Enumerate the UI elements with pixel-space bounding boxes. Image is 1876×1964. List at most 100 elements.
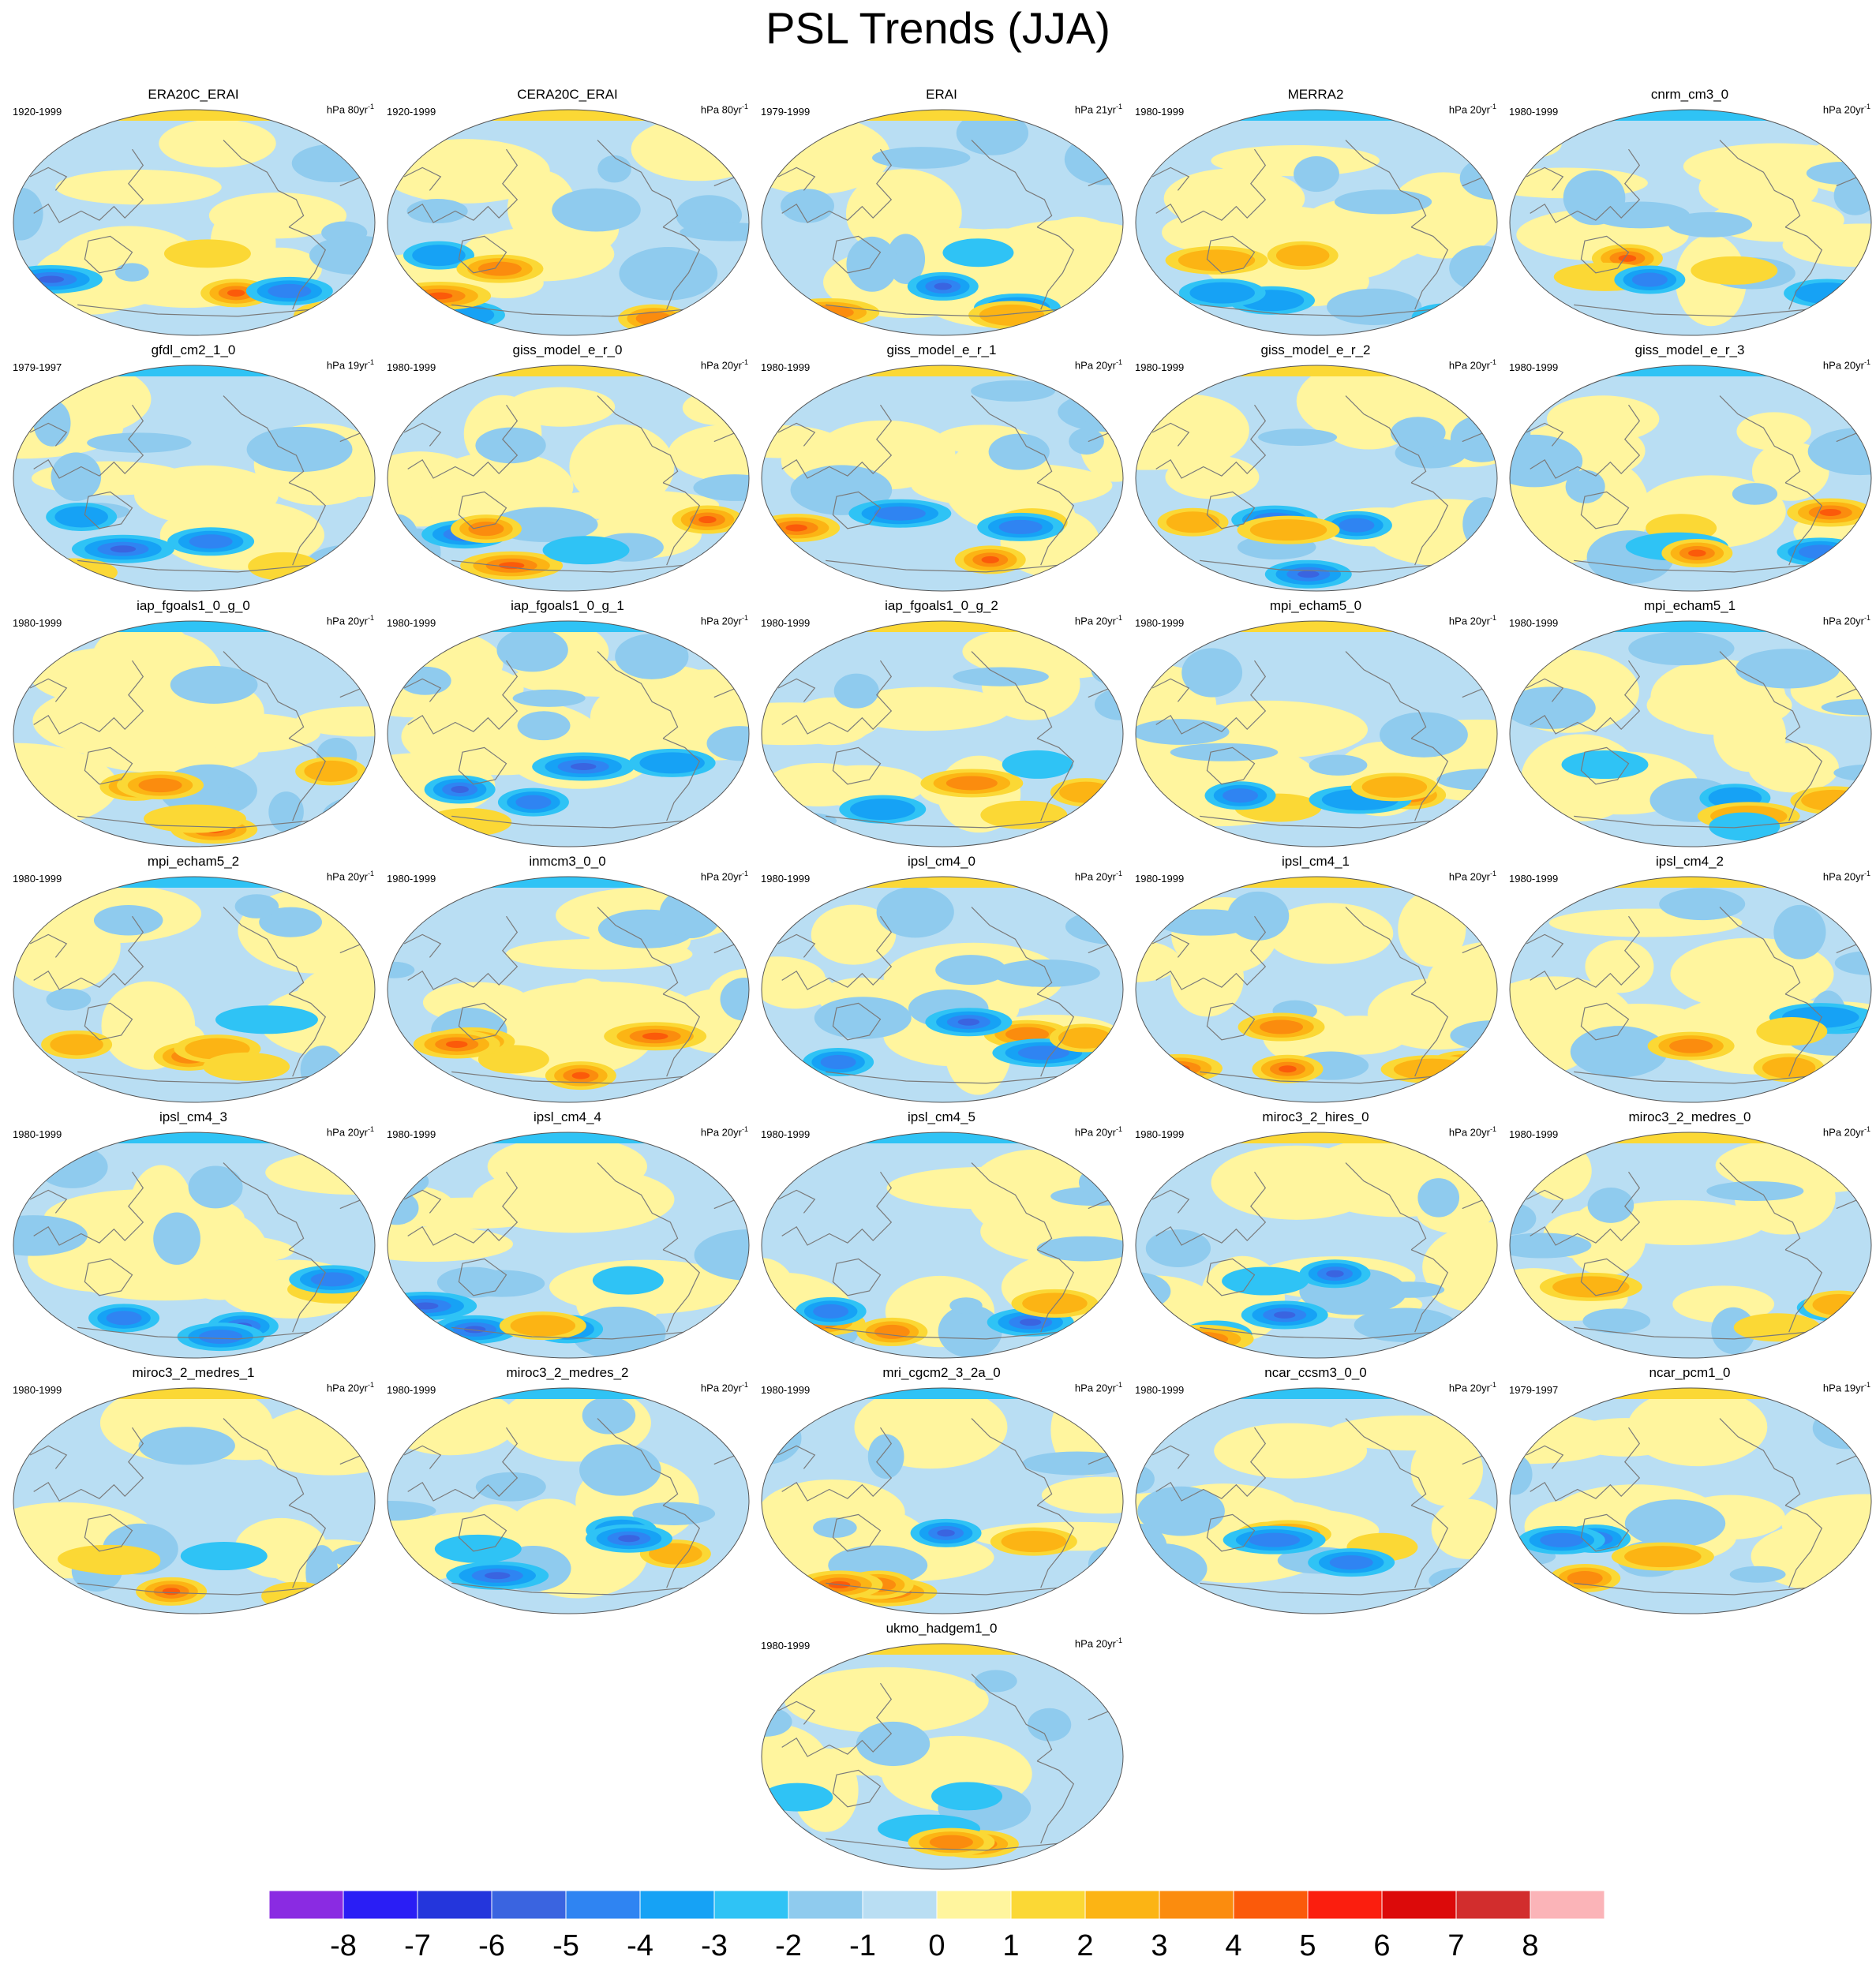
panel-title: ERAI — [926, 87, 957, 102]
units-span: 20 — [347, 1382, 360, 1394]
units-prefix: hPa — [326, 870, 348, 883]
panel-title: ncar_ccsm3_0_0 — [1264, 1365, 1367, 1380]
panel-title: ipsl_cm4_5 — [908, 1109, 975, 1124]
panel-units: hPa 20yr-1 — [327, 1381, 374, 1394]
panel-units: hPa 20yr-1 — [701, 614, 748, 627]
panel-period: 1980-1999 — [387, 617, 436, 629]
units-span: 20 — [1470, 359, 1482, 372]
units-prefix: hPa — [326, 1126, 348, 1139]
units-suffix: yr — [1481, 359, 1490, 372]
map-outline — [1509, 1132, 1872, 1359]
panel-title: MERRA2 — [1287, 87, 1344, 102]
map-outline — [1509, 365, 1872, 592]
units-prefix: hPa — [1448, 1126, 1470, 1139]
units-suffix: yr — [359, 615, 368, 627]
units-suffix: yr — [733, 615, 742, 627]
panel-title: gfdl_cm2_1_0 — [151, 342, 236, 357]
trend-map — [387, 109, 750, 336]
units-prefix: hPa — [700, 1382, 722, 1394]
panel-period: 1980-1999 — [761, 361, 811, 373]
colorbar-tick-label: -4 — [627, 1929, 653, 1962]
units-span: 20 — [1470, 1126, 1482, 1139]
map-panel: miroc3_2_hires_0 1980-1999 hPa 20yr-1 — [1129, 1109, 1503, 1360]
units-prefix: hPa — [1074, 1382, 1096, 1394]
trend-map — [1509, 1387, 1872, 1614]
panel-units: hPa 20yr-1 — [1075, 1125, 1122, 1138]
units-exponent: -1 — [741, 1381, 748, 1389]
map-outline — [1135, 1387, 1498, 1614]
units-exponent: -1 — [741, 358, 748, 366]
units-suffix: yr — [359, 359, 368, 372]
trend-map — [13, 876, 376, 1103]
panel-title: ipsl_cm4_3 — [159, 1109, 227, 1124]
panel-period: 1980-1999 — [387, 1128, 436, 1140]
units-span: 19 — [1844, 1382, 1856, 1394]
units-suffix: yr — [1481, 103, 1490, 116]
panel-units: hPa 20yr-1 — [701, 1125, 748, 1138]
trend-map — [761, 620, 1124, 847]
map-outline — [13, 109, 376, 336]
units-suffix: yr — [733, 359, 742, 372]
map-panel: ERA20C_ERAI 1920-1999 hPa 80yr-1 — [6, 87, 380, 338]
units-suffix: yr — [1855, 103, 1864, 116]
colorbar-tick-label: -1 — [849, 1929, 876, 1962]
panel-title: ukmo_hadgem1_0 — [886, 1621, 998, 1636]
panel-units: hPa 19yr-1 — [1823, 1381, 1870, 1394]
units-span: 20 — [721, 359, 734, 372]
units-suffix: yr — [733, 870, 742, 883]
units-span: 20 — [1095, 1382, 1108, 1394]
units-span: 20 — [1095, 359, 1108, 372]
units-exponent: -1 — [1863, 358, 1870, 366]
panel-period: 1980-1999 — [761, 1128, 811, 1140]
map-outline — [387, 109, 750, 336]
map-outline — [761, 365, 1124, 592]
units-span: 21 — [1095, 103, 1108, 116]
units-span: 20 — [1095, 1126, 1108, 1139]
map-panel: ipsl_cm4_0 1980-1999 hPa 20yr-1 — [755, 854, 1129, 1105]
colorbar-swatch — [269, 1891, 344, 1920]
units-suffix: yr — [1481, 870, 1490, 883]
panel-units: hPa 20yr-1 — [1075, 614, 1122, 627]
units-exponent: -1 — [367, 870, 374, 877]
panel-title: miroc3_2_medres_0 — [1628, 1109, 1751, 1124]
map-panel: cnrm_cm3_0 1980-1999 hPa 20yr-1 — [1503, 87, 1876, 338]
trend-map — [1509, 365, 1872, 592]
units-exponent: -1 — [1115, 1637, 1122, 1644]
units-prefix: hPa — [1448, 103, 1470, 116]
trend-map — [1135, 109, 1498, 336]
map-panel: ipsl_cm4_4 1980-1999 hPa 20yr-1 — [380, 1109, 755, 1360]
units-prefix: hPa — [1074, 1126, 1096, 1139]
panel-units: hPa 20yr-1 — [1075, 358, 1122, 371]
colorbar-tick-label: -7 — [404, 1929, 431, 1962]
map-panel: giss_model_e_r_0 1980-1999 hPa 20yr-1 — [380, 342, 755, 593]
map-outline — [13, 1132, 376, 1359]
trend-map — [1135, 365, 1498, 592]
colorbar-tick-label: 8 — [1522, 1929, 1538, 1962]
units-suffix: yr — [733, 103, 742, 116]
panel-period: 1979-1997 — [13, 361, 62, 373]
map-outline — [761, 1132, 1124, 1359]
units-suffix: yr — [1481, 1126, 1490, 1139]
map-panel: giss_model_e_r_1 1980-1999 hPa 20yr-1 — [755, 342, 1129, 593]
map-outline — [13, 620, 376, 847]
units-exponent: -1 — [1489, 870, 1496, 877]
panel-title: ipsl_cm4_2 — [1656, 854, 1724, 869]
colorbar-swatch — [1381, 1891, 1457, 1920]
panel-units: hPa 20yr-1 — [1449, 103, 1496, 115]
panel-period: 1979-1997 — [1509, 1384, 1559, 1396]
colorbar-swatch — [862, 1891, 938, 1920]
units-exponent: -1 — [367, 614, 374, 622]
map-panel: ipsl_cm4_1 1980-1999 hPa 20yr-1 — [1129, 854, 1503, 1105]
panel-title: cnrm_cm3_0 — [1650, 87, 1729, 102]
map-panel: iap_fgoals1_0_g_0 1980-1999 hPa 20yr-1 — [6, 598, 380, 849]
units-suffix: yr — [733, 1126, 742, 1139]
units-span: 19 — [347, 359, 360, 372]
trend-map — [13, 109, 376, 336]
colorbar-tick-label: -6 — [478, 1929, 505, 1962]
units-exponent: -1 — [1489, 358, 1496, 366]
panel-title: miroc3_2_medres_2 — [506, 1365, 629, 1380]
panel-title: iap_fgoals1_0_g_0 — [137, 598, 250, 613]
units-prefix: hPa — [700, 870, 722, 883]
colorbar-tick-label: 2 — [1077, 1929, 1093, 1962]
panel-units: hPa 20yr-1 — [1449, 870, 1496, 882]
